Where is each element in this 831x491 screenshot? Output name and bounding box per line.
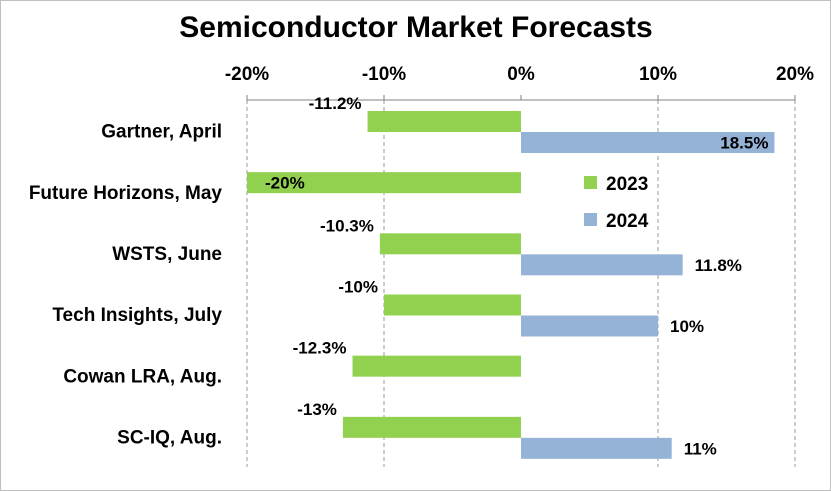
data-label: -12.3% — [293, 339, 347, 358]
data-label: -10.3% — [320, 216, 374, 235]
legend: 2023 2024 — [584, 174, 649, 232]
bar-2023 — [352, 355, 521, 377]
bar-2024 — [521, 254, 683, 276]
category-label: Cowan LRA, Aug. — [63, 366, 222, 387]
legend-swatch-2023 — [584, 176, 597, 189]
x-tick-label: -10% — [362, 64, 406, 85]
category-labels: Gartner, April Future Horizons, May WSTS, … — [29, 122, 223, 449]
bar-2024 — [521, 132, 775, 153]
x-tick-label: -20% — [225, 64, 269, 85]
x-tick-label: 10% — [639, 64, 677, 85]
data-label: 18.5% — [720, 134, 768, 153]
category-label: SC-IQ, Aug. — [117, 427, 222, 448]
legend-label: 2024 — [606, 211, 649, 232]
bar-2023 — [379, 233, 521, 255]
bars: -11.2% 18.5% -20% -10.3% 11.8% -10% 10% -12.3% -… — [247, 94, 775, 459]
gridlines — [246, 100, 796, 467]
bar-2023 — [247, 172, 521, 194]
x-tick-label: 20% — [776, 64, 814, 85]
bar-2024 — [521, 315, 658, 337]
data-label: 11.8% — [695, 256, 742, 275]
bar-2023 — [367, 111, 521, 132]
legend-swatch-2024 — [584, 213, 597, 226]
category-label: WSTS, June — [112, 244, 222, 265]
category-label: Gartner, April — [101, 122, 222, 143]
category-label: Tech Insights, July — [52, 305, 222, 326]
data-label: 11% — [684, 439, 717, 458]
data-label: 10% — [670, 317, 704, 336]
category-label: Future Horizons, May — [29, 183, 223, 204]
bar-2023 — [342, 416, 521, 438]
data-label: -11.2% — [309, 94, 362, 113]
data-label: -10% — [338, 278, 378, 297]
data-label: -13% — [297, 400, 337, 419]
x-axis-ticks: -20% -10% 0% 10% 20% — [225, 64, 814, 101]
bar-2023 — [384, 294, 521, 316]
x-tick-label: 0% — [507, 64, 535, 85]
chart-title: Semiconductor Market Forecasts — [179, 11, 652, 44]
data-label: -20% — [265, 174, 305, 193]
bar-2024 — [521, 437, 672, 459]
legend-label: 2023 — [606, 174, 648, 195]
